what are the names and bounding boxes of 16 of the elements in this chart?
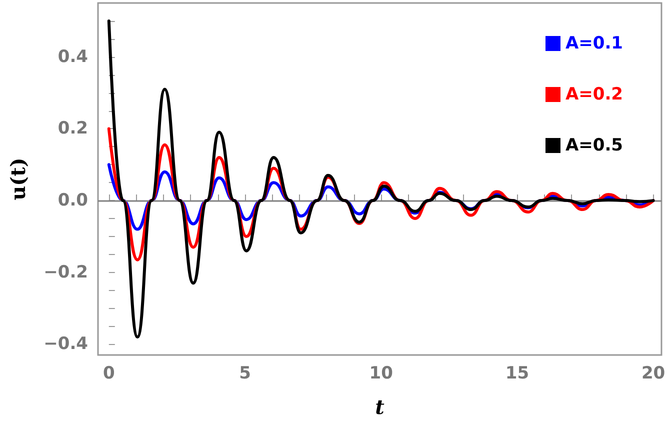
x-tick-label: 10 bbox=[369, 364, 394, 384]
y-tick-label: −0.4 bbox=[44, 334, 88, 354]
y-tick-label: 0.0 bbox=[58, 190, 88, 211]
y-tick-label: 0.2 bbox=[58, 118, 88, 139]
y-axis-title: u(t) bbox=[6, 158, 30, 200]
legend-label: A=0.2 bbox=[565, 84, 624, 104]
x-tick-label: 20 bbox=[641, 364, 666, 384]
y-tick-label: 0.4 bbox=[58, 46, 88, 67]
x-tick-label: 5 bbox=[239, 364, 251, 384]
x-axis-title: t bbox=[375, 395, 386, 419]
line-series bbox=[107, 19, 655, 339]
x-tick-label: 15 bbox=[505, 364, 530, 384]
legend-label: A=0.1 bbox=[565, 34, 624, 54]
x-tick-label: 0 bbox=[102, 364, 115, 384]
legend-label: A=0.5 bbox=[565, 136, 624, 156]
y-tick-label: −0.2 bbox=[44, 262, 88, 282]
